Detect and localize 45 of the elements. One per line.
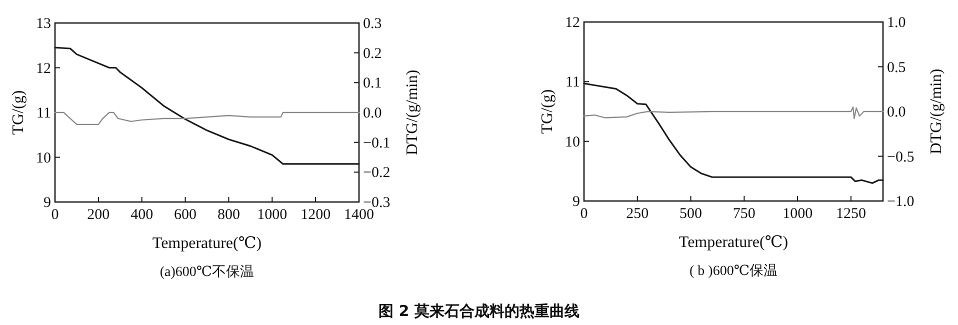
text: (a)600℃不保温	[160, 264, 254, 280]
x-tick-label: 1000	[257, 207, 288, 223]
y-tick-label: 9	[572, 194, 580, 210]
y-tick-label: 10	[565, 134, 580, 150]
y-tick-label: 13	[36, 16, 51, 32]
x-tick-label: 800	[217, 207, 240, 223]
y2-axis-title: DTG/(g/min)	[928, 68, 945, 154]
x-tick-label: 750	[732, 206, 756, 222]
x-tick-label: 0	[580, 206, 588, 222]
y2-tick-label: 0.2	[363, 46, 382, 62]
x-tick-label: 1250	[836, 206, 866, 222]
x-axis-title: Temperature(℃)	[152, 235, 262, 252]
x-tick-label: 500	[680, 206, 702, 222]
line-series	[54, 112, 360, 126]
x-tick-label: 1200	[300, 207, 331, 223]
y2-tick-label: −0.5	[887, 149, 914, 166]
x-axis-title: Temperature(℃)	[678, 234, 788, 251]
y2-axis-title: DTG/(g/min)	[404, 70, 421, 156]
x-tick-label: 250	[626, 206, 649, 222]
x-tick-label: 400	[130, 207, 154, 223]
y2-tick-label: −0.1	[363, 135, 390, 152]
y2-tick-label: 1.0	[887, 15, 906, 31]
y-tick-label: 12	[565, 15, 580, 31]
x-tick-label: 0	[51, 207, 59, 223]
x-tick-label: 600	[174, 207, 197, 223]
y-tick-label: 11	[36, 106, 51, 122]
y2-tick-label: 0.0	[363, 106, 382, 122]
x-tick-label: 1400	[344, 207, 374, 223]
y-tick-label: 11	[566, 74, 580, 91]
y-axis-title: TG/(g)	[10, 90, 27, 135]
x-tick-label: 200	[87, 207, 110, 223]
x-tick-label: 1000	[782, 206, 813, 222]
y2-tick-label: −1.0	[887, 194, 914, 210]
y-tick-label: 9	[44, 195, 51, 211]
y-axis-title: TG/(g)	[539, 89, 556, 134]
y2-tick-label: −0.2	[363, 165, 390, 182]
y2-tick-label: 0.0	[887, 104, 906, 120]
text: ( b )600℃保温	[690, 263, 778, 279]
y-tick-label: 10	[36, 150, 51, 166]
y2-tick-label: 0.1	[363, 76, 382, 92]
line-series	[583, 106, 884, 120]
y2-tick-label: 0.5	[887, 60, 906, 76]
y-tick-label: 12	[36, 60, 51, 77]
caption: 图 2 莫来石合成料的热重曲线	[378, 302, 580, 320]
y2-tick-label: 0.3	[363, 16, 382, 32]
